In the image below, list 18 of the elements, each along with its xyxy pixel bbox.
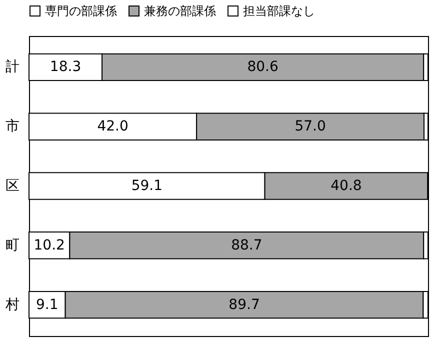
data-label: 40.8 bbox=[330, 178, 362, 194]
data-label: 10.2 bbox=[34, 237, 65, 254]
data-label: 59.1 bbox=[131, 178, 162, 194]
data-label: 80.6 bbox=[247, 59, 278, 76]
y-tick-label: 計 bbox=[6, 59, 20, 76]
legend-label: 専門の部課係 bbox=[45, 4, 117, 18]
y-tick-label: 村 bbox=[4, 296, 20, 313]
legend-label: 担当部課なし bbox=[243, 4, 315, 18]
y-tick-label: 区 bbox=[6, 178, 20, 194]
data-label: 42.0 bbox=[97, 118, 128, 135]
data-label: 57.0 bbox=[294, 118, 326, 135]
y-tick-label: 市 bbox=[6, 118, 20, 135]
data-label: 9.1 bbox=[36, 296, 58, 313]
data-label: 18.3 bbox=[50, 59, 82, 76]
y-tick-label: 町 bbox=[6, 237, 20, 254]
data-label: 88.7 bbox=[231, 237, 262, 254]
data-label: 89.7 bbox=[228, 296, 260, 313]
legend-label: 兼務の部課係 bbox=[144, 4, 216, 18]
